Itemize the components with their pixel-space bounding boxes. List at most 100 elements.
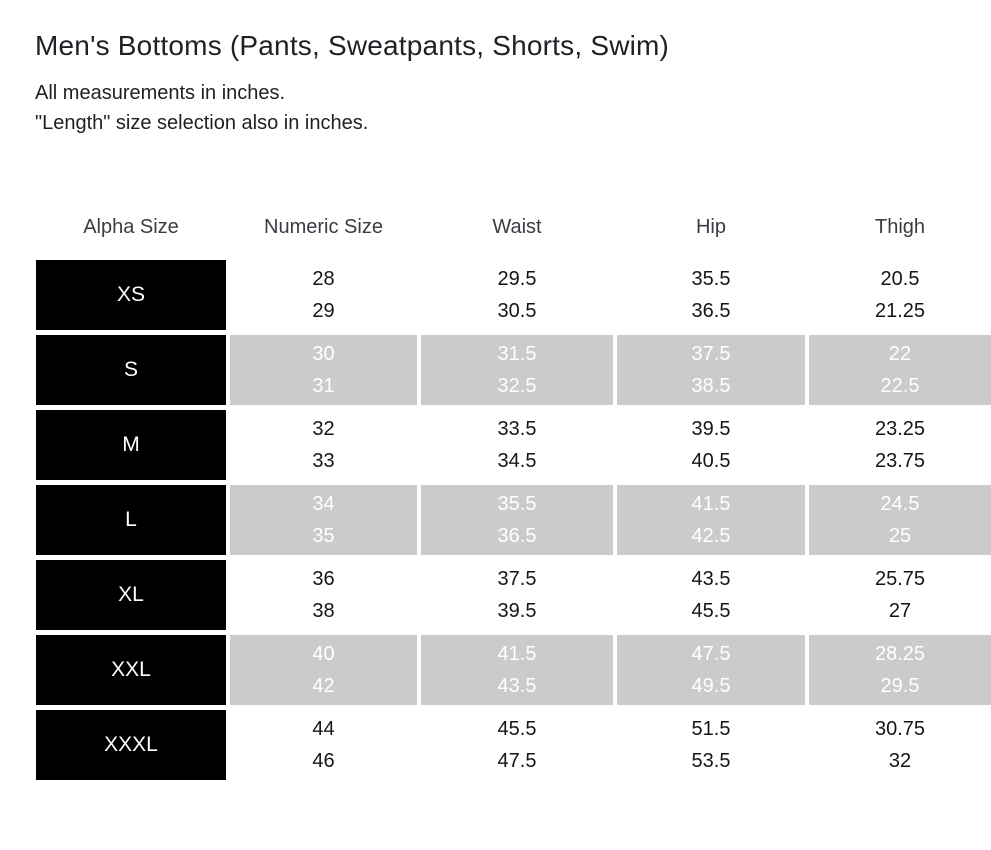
thigh-value: 22.5 bbox=[880, 375, 920, 397]
waist-value: 39.5 bbox=[497, 600, 537, 622]
thigh-value: 24.5 bbox=[880, 493, 920, 515]
numeric-size-cell: 36 38 bbox=[230, 560, 417, 630]
hip-value: 40.5 bbox=[691, 450, 731, 472]
thigh-value: 32 bbox=[888, 750, 912, 772]
hip-value: 39.5 bbox=[691, 418, 731, 440]
hip-value: 37.5 bbox=[691, 343, 731, 365]
thigh-cell: 24.5 25 bbox=[809, 485, 991, 555]
hip-value: 38.5 bbox=[691, 375, 731, 397]
numeric-size-value: 34 bbox=[312, 493, 335, 515]
hip-value: 43.5 bbox=[691, 568, 731, 590]
thigh-value: 23.25 bbox=[874, 418, 926, 440]
numeric-size-value: 40 bbox=[312, 643, 335, 665]
hip-cell: 51.5 53.5 bbox=[617, 710, 805, 780]
hip-cell: 41.5 42.5 bbox=[617, 485, 805, 555]
waist-value: 33.5 bbox=[497, 418, 537, 440]
note-line-1: All measurements in inches. bbox=[35, 82, 286, 104]
thigh-cell: 20.5 21.25 bbox=[809, 260, 991, 330]
numeric-size-value: 46 bbox=[312, 750, 335, 772]
waist-value: 30.5 bbox=[497, 300, 537, 322]
hip-cell: 37.5 38.5 bbox=[617, 335, 805, 405]
alpha-size-cell-s: S bbox=[36, 335, 226, 405]
numeric-size-value: 30 bbox=[312, 343, 335, 365]
hip-value: 35.5 bbox=[691, 268, 731, 290]
numeric-size-value: 29 bbox=[312, 300, 335, 322]
thigh-value: 25.75 bbox=[874, 568, 926, 590]
waist-value: 34.5 bbox=[497, 450, 537, 472]
thigh-value: 25 bbox=[888, 525, 912, 547]
waist-value: 31.5 bbox=[497, 343, 537, 365]
thigh-cell: 30.75 32 bbox=[809, 710, 991, 780]
column-header-hip: Hip bbox=[695, 215, 726, 238]
numeric-size-value: 32 bbox=[312, 418, 335, 440]
numeric-size-value: 36 bbox=[312, 568, 335, 590]
thigh-cell: 25.75 27 bbox=[809, 560, 991, 630]
column-header-waist: Waist bbox=[492, 215, 542, 238]
measurement-notes: All measurements in inches. "Length" siz… bbox=[35, 78, 991, 138]
hip-value: 42.5 bbox=[691, 525, 731, 547]
column-header-numeric-size: Numeric Size bbox=[264, 215, 383, 238]
numeric-size-cell: 30 31 bbox=[230, 335, 417, 405]
numeric-size-cell: 44 46 bbox=[230, 710, 417, 780]
waist-value: 47.5 bbox=[497, 750, 537, 772]
numeric-size-value: 28 bbox=[312, 268, 335, 290]
thigh-value: 20.5 bbox=[880, 268, 920, 290]
numeric-size-cell: 28 29 bbox=[230, 260, 417, 330]
numeric-size-value: 38 bbox=[312, 600, 335, 622]
waist-cell: 45.5 47.5 bbox=[421, 710, 613, 780]
hip-cell: 35.5 36.5 bbox=[617, 260, 805, 330]
thigh-cell: 22 22.5 bbox=[809, 335, 991, 405]
hip-cell: 39.5 40.5 bbox=[617, 410, 805, 480]
waist-cell: 33.5 34.5 bbox=[421, 410, 613, 480]
waist-cell: 37.5 39.5 bbox=[421, 560, 613, 630]
hip-value: 41.5 bbox=[691, 493, 731, 515]
waist-value: 29.5 bbox=[497, 268, 537, 290]
thigh-value: 23.75 bbox=[874, 450, 926, 472]
waist-value: 41.5 bbox=[497, 643, 537, 665]
hip-value: 45.5 bbox=[691, 600, 731, 622]
alpha-size-cell-xl: XL bbox=[36, 560, 226, 630]
waist-cell: 31.5 32.5 bbox=[421, 335, 613, 405]
hip-value: 49.5 bbox=[691, 675, 731, 697]
thigh-cell: 23.25 23.75 bbox=[809, 410, 991, 480]
waist-value: 45.5 bbox=[497, 718, 537, 740]
hip-value: 53.5 bbox=[691, 750, 731, 772]
thigh-cell: 28.25 29.5 bbox=[809, 635, 991, 705]
numeric-size-cell: 34 35 bbox=[230, 485, 417, 555]
thigh-value: 30.75 bbox=[874, 718, 926, 740]
numeric-size-cell: 32 33 bbox=[230, 410, 417, 480]
numeric-size-value: 42 bbox=[312, 675, 335, 697]
hip-value: 51.5 bbox=[691, 718, 731, 740]
numeric-size-value: 31 bbox=[312, 375, 335, 397]
thigh-value: 27 bbox=[888, 600, 912, 622]
hip-value: 47.5 bbox=[691, 643, 731, 665]
note-line-2: "Length" size selection also in inches. bbox=[35, 112, 369, 134]
size-table: Alpha Size Numeric Size Waist Hip Thigh … bbox=[36, 199, 991, 780]
thigh-value: 29.5 bbox=[880, 675, 920, 697]
column-header-alpha-size: Alpha Size bbox=[83, 215, 179, 238]
alpha-size-cell-xxxl: XXXL bbox=[36, 710, 226, 780]
waist-cell: 41.5 43.5 bbox=[421, 635, 613, 705]
numeric-size-value: 33 bbox=[312, 450, 335, 472]
waist-cell: 35.5 36.5 bbox=[421, 485, 613, 555]
hip-cell: 47.5 49.5 bbox=[617, 635, 805, 705]
alpha-size-cell-m: M bbox=[36, 410, 226, 480]
waist-value: 43.5 bbox=[497, 675, 537, 697]
waist-value: 32.5 bbox=[497, 375, 537, 397]
thigh-value: 21.25 bbox=[874, 300, 926, 322]
thigh-value: 28.25 bbox=[874, 643, 926, 665]
thigh-value: 22 bbox=[888, 343, 912, 365]
numeric-size-value: 44 bbox=[312, 718, 335, 740]
numeric-size-cell: 40 42 bbox=[230, 635, 417, 705]
numeric-size-value: 35 bbox=[312, 525, 335, 547]
alpha-size-cell-xs: XS bbox=[36, 260, 226, 330]
waist-value: 37.5 bbox=[497, 568, 537, 590]
hip-cell: 43.5 45.5 bbox=[617, 560, 805, 630]
alpha-size-cell-l: L bbox=[36, 485, 226, 555]
waist-value: 36.5 bbox=[497, 525, 537, 547]
column-header-thigh: Thigh bbox=[874, 215, 926, 238]
waist-cell: 29.5 30.5 bbox=[421, 260, 613, 330]
alpha-size-cell-xxl: XXL bbox=[36, 635, 226, 705]
waist-value: 35.5 bbox=[497, 493, 537, 515]
